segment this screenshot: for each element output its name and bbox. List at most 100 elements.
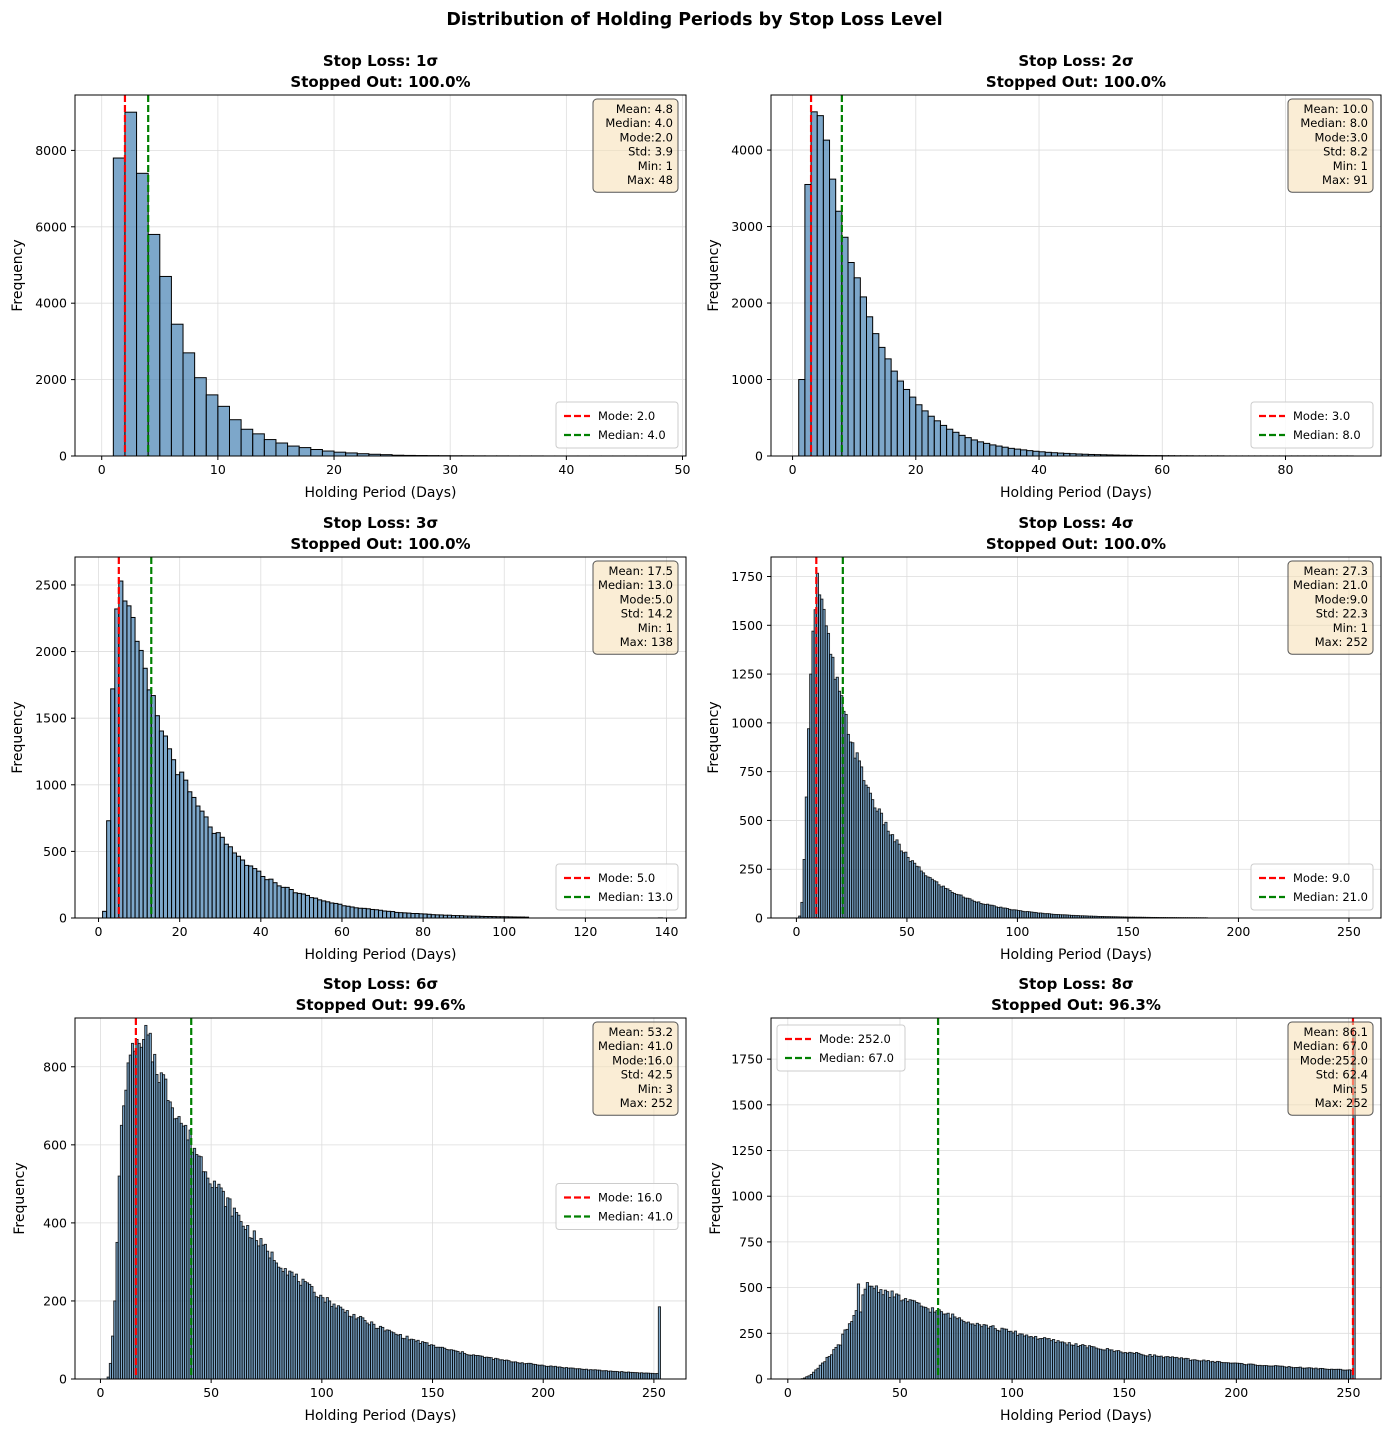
histogram-bar: [890, 370, 898, 456]
x-tick-label: 250: [1337, 1385, 1361, 1400]
legend: Mode: 9.0 Median: 21.0: [1250, 863, 1374, 911]
legend-mode-label: Mode: 16.0: [598, 1191, 662, 1205]
y-tick-label: 500: [739, 813, 763, 828]
axes-frame: [74, 1017, 687, 1380]
legend-mode-label: Mode: 5.0: [598, 871, 655, 885]
y-tick-label: 0: [755, 911, 763, 926]
histogram-bar: [126, 605, 132, 918]
legend: Mode: 16.0 Median: 41.0: [555, 1183, 679, 1230]
y-tick-label: 500: [43, 844, 67, 859]
histogram-bar: [292, 892, 298, 918]
legend-frame: [776, 1024, 906, 1072]
y-tick-label: 400: [43, 1215, 67, 1230]
legend: Mode: 5.0 Median: 13.0: [555, 863, 679, 911]
x-tick-label: 0: [96, 1385, 104, 1400]
stats-line: Mode:2.0: [620, 130, 674, 144]
x-tick-label: 120: [573, 924, 597, 939]
stats-box: [592, 1021, 679, 1116]
histogram-bar: [313, 897, 319, 918]
bars: [798, 572, 1357, 918]
x-axis-label: Holding Period (Days): [1000, 947, 1152, 963]
subplot-subtitle: Stopped Out: 100.0%: [290, 535, 470, 553]
legend-mode-label: Mode: 3.0: [1293, 409, 1350, 423]
stats-line: Std: 22.3: [1316, 607, 1368, 621]
histogram-bar: [329, 902, 335, 918]
histogram-bar: [280, 886, 286, 918]
y-tick-label: 250: [739, 1326, 763, 1341]
histogram-bar: [406, 912, 412, 918]
stats-box: [1287, 1021, 1374, 1116]
y-tick-label: 1000: [35, 777, 67, 792]
x-tick-label: 50: [675, 462, 691, 477]
histogram-bar: [952, 431, 960, 456]
x-tick-label: 60: [1154, 462, 1170, 477]
x-tick-label: 20: [908, 462, 924, 477]
x-tick-label: 80: [1278, 462, 1294, 477]
histogram-bar: [183, 779, 189, 918]
stats-box: [592, 560, 679, 655]
histogram-bar: [386, 910, 392, 918]
histogram-bar: [822, 139, 831, 456]
y-tick-label: 800: [43, 1059, 67, 1074]
legend-frame: [555, 863, 679, 911]
histogram-bar: [970, 439, 978, 456]
histogram-bar: [361, 907, 367, 918]
histogram-bar: [158, 730, 164, 918]
stats-line: Median: 41.0: [598, 1039, 673, 1053]
subplot-subtitle: Stopped Out: 99.6%: [296, 996, 466, 1014]
stats-line: Mean: 4.8: [616, 102, 673, 116]
histogram-bar: [122, 600, 128, 918]
subplot-subtitle: Stopped Out: 100.0%: [986, 73, 1166, 91]
histogram-bar: [365, 908, 371, 918]
legend-frame: [1250, 401, 1374, 449]
x-tick-label: 200: [1227, 924, 1251, 939]
y-axis-label: Frequency: [706, 239, 722, 311]
histogram-bar: [357, 907, 363, 918]
stats-box: [592, 98, 679, 193]
subplot-title: Stop Loss: 1σ: [323, 52, 438, 70]
x-tick-label: 200: [1224, 1385, 1248, 1400]
axes-frame: [770, 556, 1382, 919]
histogram-bar: [284, 886, 290, 918]
histogram-bar: [138, 649, 144, 918]
stats-line: Max: 252: [1315, 635, 1368, 649]
stats-line: Max: 252: [620, 1096, 673, 1110]
histogram-bar: [878, 346, 886, 456]
y-tick-label: 2500: [35, 577, 67, 592]
histogram-bar: [341, 905, 347, 918]
histogram-bar: [345, 905, 351, 918]
subplot-4: 0 50 100 150 200 250 0 250 500 750 1000 1250 1500 175…: [706, 514, 1382, 963]
stats-line: Max: 138: [620, 635, 673, 649]
stats-line: Mode:5.0: [620, 592, 674, 606]
histogram-bar: [300, 893, 306, 918]
histogram-bar: [235, 855, 242, 918]
histogram-bar: [231, 852, 237, 918]
subplot-subtitle: Stopped Out: 100.0%: [290, 73, 470, 91]
y-tick-label: 0: [755, 1372, 763, 1387]
legend-median-label: Median: 13.0: [598, 890, 673, 904]
bars: [102, 580, 663, 918]
x-tick-label: 150: [1112, 1385, 1136, 1400]
legend-frame: [1250, 863, 1374, 911]
x-tick-label: 50: [899, 924, 915, 939]
histogram-bar: [798, 379, 806, 456]
histogram-bar: [1020, 449, 1028, 456]
histogram-bar: [264, 879, 270, 918]
histogram-bar: [1044, 451, 1052, 456]
x-axis-label: Holding Period (Days): [1000, 1408, 1152, 1424]
histogram-bar: [112, 157, 126, 456]
histogram-bar: [394, 911, 400, 918]
histogram-bar: [884, 358, 892, 456]
histogram-bar: [124, 111, 138, 456]
histogram-bar: [195, 805, 201, 918]
histogram-bar: [194, 377, 207, 456]
histogram-bar: [175, 774, 181, 918]
x-tick-label: 50: [892, 1385, 908, 1400]
histogram-bar: [866, 316, 874, 456]
stats-line: Mode:9.0: [1315, 592, 1369, 606]
x-tick-label: 150: [1116, 924, 1140, 939]
histogram-bar: [847, 261, 855, 456]
y-tick-label: 2000: [35, 644, 67, 659]
y-tick-label: 600: [43, 1137, 67, 1152]
subplot-subtitle: Stopped Out: 96.3%: [991, 996, 1161, 1014]
